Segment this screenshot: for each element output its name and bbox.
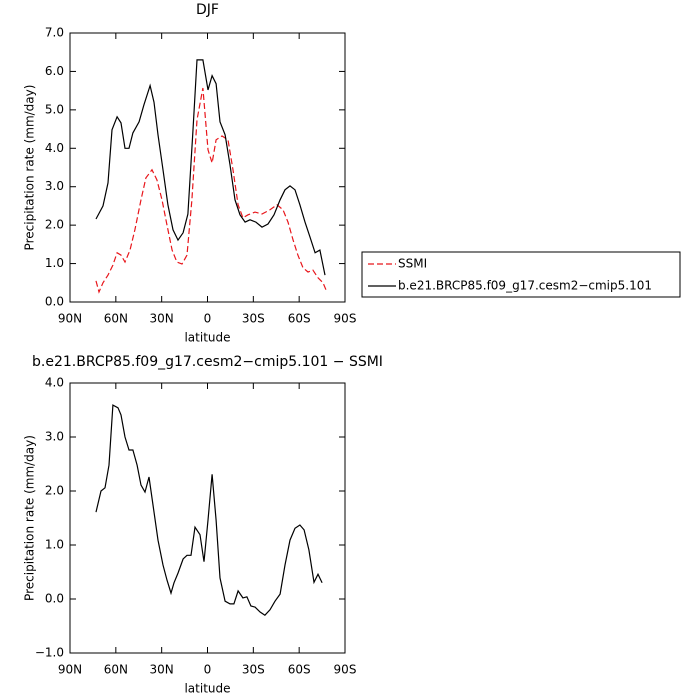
y-tick-label: 4.0 xyxy=(45,141,64,155)
y-tick-label: 0.0 xyxy=(45,295,64,309)
x-tick-label: 60S xyxy=(288,663,311,677)
x-tick-label: 90S xyxy=(334,663,357,677)
x-tick-label: 0 xyxy=(204,312,212,326)
x-tick-label: 60S xyxy=(288,312,311,326)
y-axis-label: Precipitation rate (mm/day) xyxy=(23,85,37,251)
legend-label: b.e21.BRCP85.f09_g17.cesm2−cmip5.101 xyxy=(398,279,652,293)
x-tick-label: 60N xyxy=(104,312,128,326)
y-tick-label: 5.0 xyxy=(45,102,64,116)
series-line xyxy=(95,404,323,616)
legend-label: SSMI xyxy=(398,257,427,271)
x-tick-label: 30N xyxy=(150,312,174,326)
series-line xyxy=(95,87,327,294)
chart-title: DJF xyxy=(196,2,219,18)
y-tick-label: −1.0 xyxy=(35,646,64,660)
x-tick-label: 0 xyxy=(204,663,212,677)
y-tick-label: 1.0 xyxy=(45,538,64,552)
series-line xyxy=(95,59,326,276)
x-tick-label: 30S xyxy=(242,312,265,326)
y-tick-label: 2.0 xyxy=(45,484,64,498)
y-tick-label: 4.0 xyxy=(45,376,64,390)
legend-box xyxy=(361,251,681,298)
y-tick-label: 1.0 xyxy=(45,256,64,270)
x-axis-label: latitude xyxy=(184,682,230,696)
x-axis-label: latitude xyxy=(184,331,230,345)
y-tick-label: 2.0 xyxy=(45,218,64,232)
x-tick-label: 30S xyxy=(242,663,265,677)
y-tick-label: 0.0 xyxy=(45,592,64,606)
x-tick-label: 90N xyxy=(58,312,82,326)
plot-frame xyxy=(69,32,346,303)
y-axis-label: Precipitation rate (mm/day) xyxy=(23,435,37,601)
chart-title: b.e21.BRCP85.f09_g17.cesm2−cmip5.101 − S… xyxy=(32,354,383,370)
y-tick-label: 6.0 xyxy=(45,64,64,78)
x-tick-label: 90N xyxy=(58,663,82,677)
y-tick-label: 7.0 xyxy=(45,26,64,40)
x-tick-label: 60N xyxy=(104,663,128,677)
x-tick-label: 30N xyxy=(150,663,174,677)
y-tick-label: 3.0 xyxy=(45,430,64,444)
x-tick-label: 90S xyxy=(334,312,357,326)
y-tick-label: 3.0 xyxy=(45,179,64,193)
